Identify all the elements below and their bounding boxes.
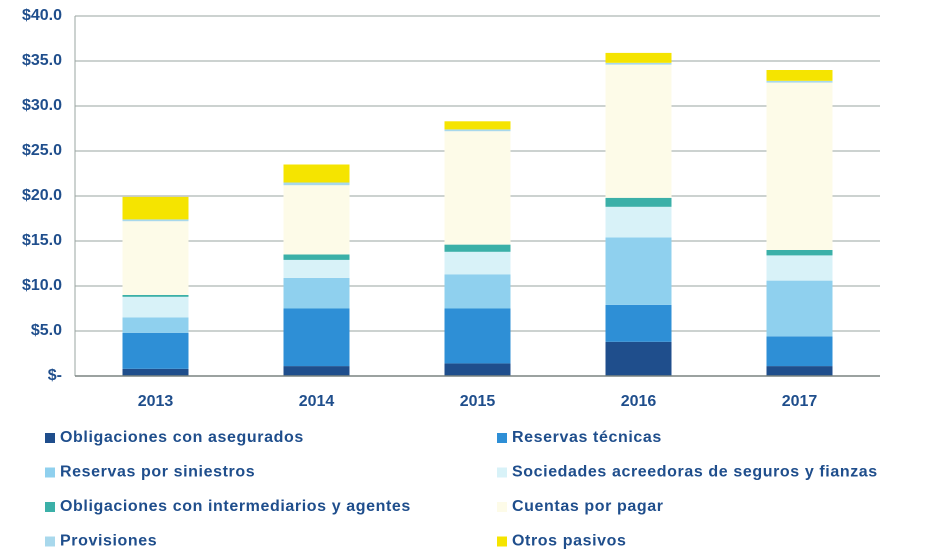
bar-segment: [444, 244, 511, 252]
bar-segment: [283, 366, 350, 376]
bar-segment: [283, 259, 350, 278]
bar-segment: [766, 255, 833, 281]
bar-segment: [122, 368, 189, 376]
y-tick-label: $25.0: [22, 142, 62, 159]
bar-segment: [605, 237, 672, 305]
y-tick-label: $-: [48, 367, 62, 384]
bar-segment: [605, 62, 672, 65]
legend-swatch: [45, 536, 55, 547]
legend-swatch: [45, 502, 55, 512]
legend-label: Cuentas por pagar: [512, 498, 664, 515]
y-tick-label: $5.0: [31, 322, 62, 339]
bar-segment: [766, 336, 833, 367]
y-tick-label: $35.0: [22, 52, 62, 69]
legend-label: Obligaciones con intermediarios y agente…: [60, 498, 411, 515]
bar-segment: [766, 82, 833, 250]
legend-label: Provisiones: [60, 533, 157, 550]
y-tick-label: $10.0: [22, 277, 62, 294]
bar-segment: [283, 308, 350, 367]
legend-label: Reservas por siniestros: [60, 464, 255, 481]
bar-segment: [283, 164, 350, 183]
legend-label: Obligaciones con asegurados: [60, 429, 304, 446]
bar-segment: [605, 206, 672, 238]
bar-segment: [766, 250, 833, 256]
bar-segment: [766, 280, 833, 337]
bar-segment: [766, 366, 833, 376]
bar-segment: [122, 221, 189, 295]
bar-segment: [444, 251, 511, 275]
legend-label: Otros pasivos: [512, 533, 627, 550]
x-tick-label: 2017: [782, 393, 818, 410]
bar-segment: [122, 332, 189, 369]
x-tick-label: 2014: [299, 393, 335, 410]
x-tick-label: 2016: [621, 393, 657, 410]
bar-segment: [122, 219, 189, 222]
x-tick-label: 2013: [138, 393, 174, 410]
bar-segment: [444, 274, 511, 309]
bar-segment: [605, 341, 672, 376]
legend-swatch: [497, 502, 507, 512]
bar-segment: [605, 64, 672, 198]
bar-segment: [283, 182, 350, 186]
legend-swatch: [45, 433, 55, 443]
bar-segment: [766, 70, 833, 81]
bar-segment: [605, 52, 672, 63]
y-tick-label: $40.0: [22, 7, 62, 24]
bar-segment: [122, 296, 189, 318]
bar-segment: [605, 304, 672, 342]
bar-segment: [444, 131, 511, 245]
bar-segment: [122, 295, 189, 297]
legend-swatch: [45, 467, 55, 478]
bar-segment: [122, 317, 189, 333]
legend-swatch: [497, 433, 507, 443]
bar-segment: [283, 185, 350, 255]
bar-segment: [444, 308, 511, 364]
bar-segment: [283, 277, 350, 309]
legend-label: Reservas técnicas: [512, 429, 662, 446]
y-tick-label: $20.0: [22, 187, 62, 204]
bar-segment: [444, 129, 511, 132]
y-tick-label: $15.0: [22, 232, 62, 249]
legend-label: Sociedades acreedoras de seguros y fianz…: [512, 464, 878, 481]
legend-swatch: [497, 467, 507, 478]
y-tick-label: $30.0: [22, 97, 62, 114]
bar-segment: [444, 363, 511, 376]
bar-segment: [444, 121, 511, 130]
bar-segment: [605, 197, 672, 207]
bar-segment: [766, 80, 833, 83]
bar-segment: [283, 254, 350, 260]
bar-segment: [122, 196, 189, 220]
legend-swatch: [497, 536, 507, 547]
x-tick-label: 2015: [460, 393, 496, 410]
